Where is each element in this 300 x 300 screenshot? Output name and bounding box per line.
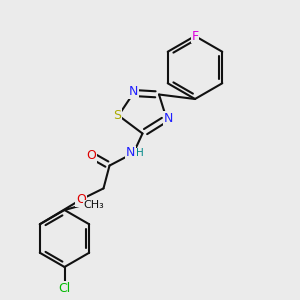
Text: S: S bbox=[113, 109, 121, 122]
Text: O: O bbox=[87, 149, 96, 162]
Text: Cl: Cl bbox=[58, 281, 70, 295]
Text: H: H bbox=[136, 148, 144, 158]
Text: CH₃: CH₃ bbox=[83, 200, 104, 211]
Text: N: N bbox=[129, 85, 138, 98]
Text: F: F bbox=[191, 29, 199, 43]
Text: N: N bbox=[126, 146, 135, 160]
Text: N: N bbox=[163, 112, 173, 125]
Text: O: O bbox=[76, 193, 86, 206]
